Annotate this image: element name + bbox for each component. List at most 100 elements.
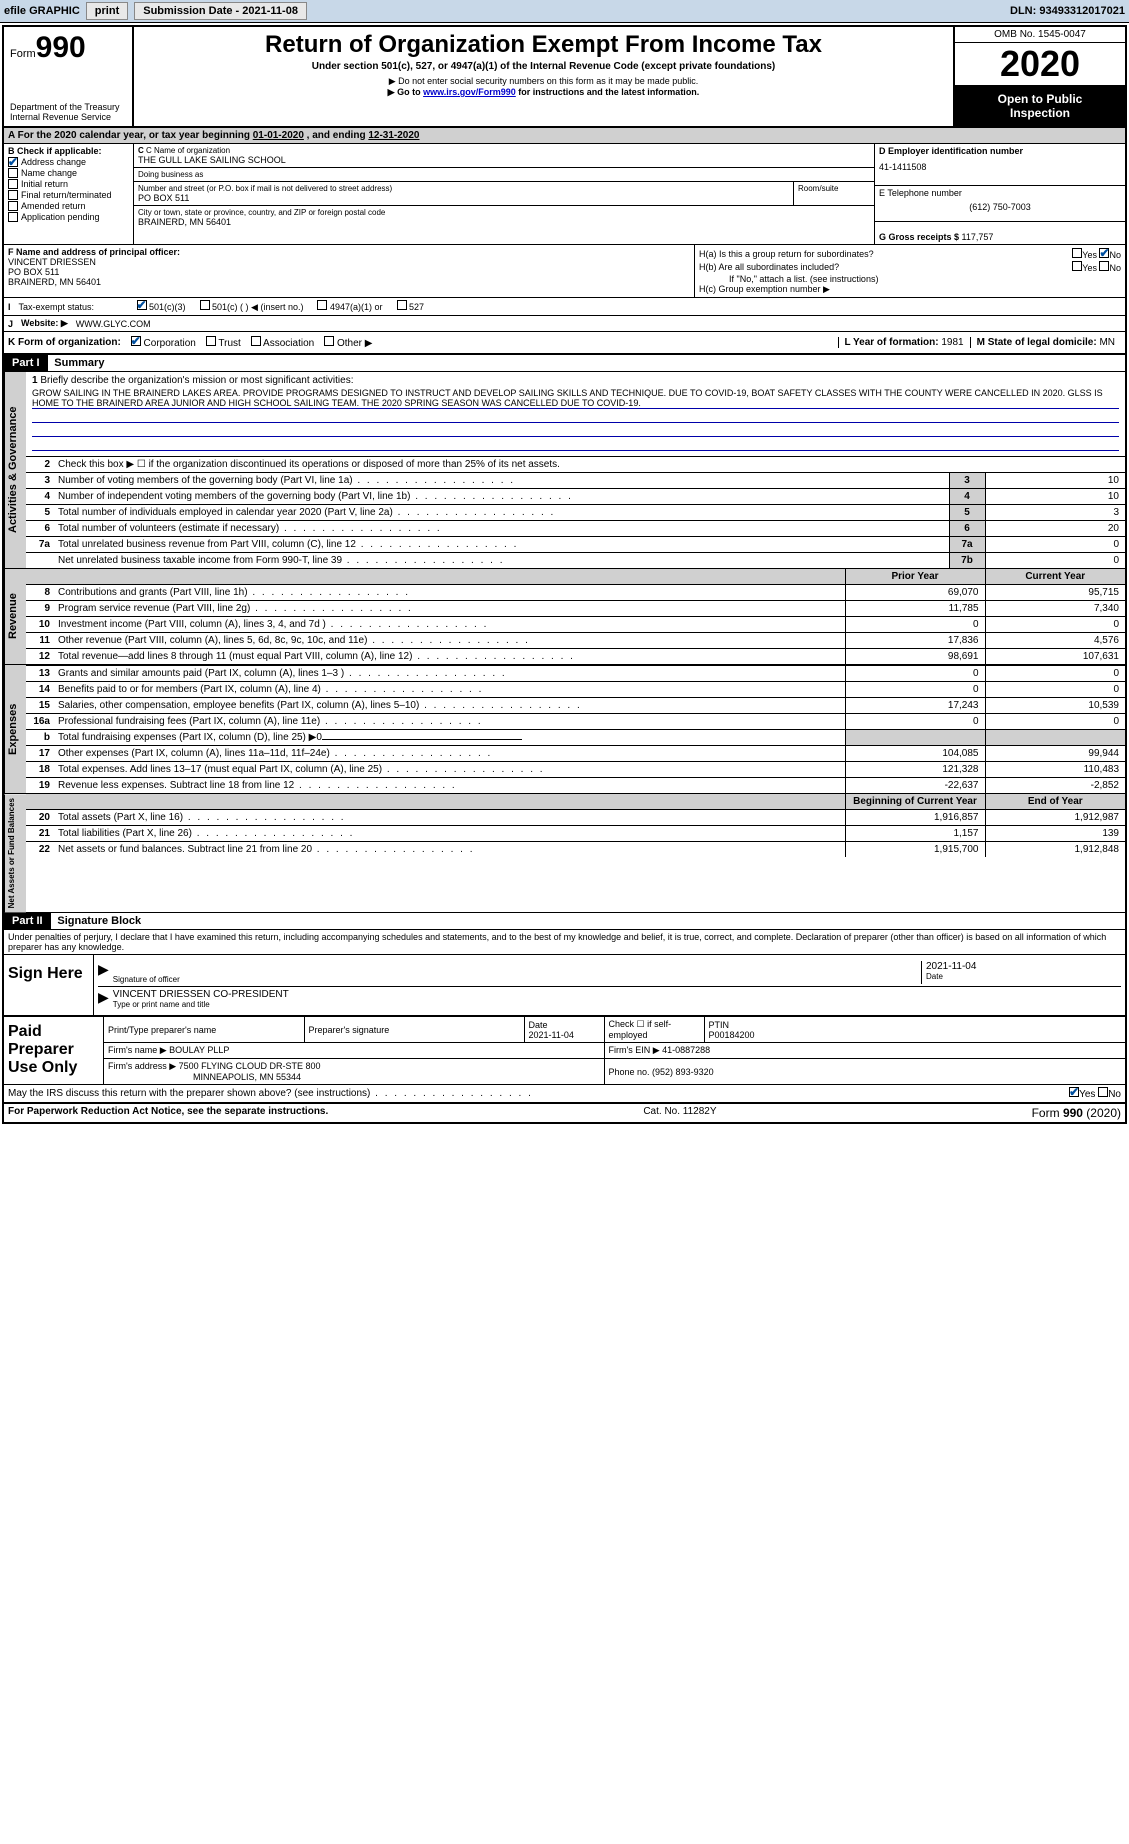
net-assets-table: Beginning of Current Year End of Year 20…: [26, 794, 1125, 857]
print-button[interactable]: print: [86, 2, 128, 20]
table-row: 22Net assets or fund balances. Subtract …: [26, 842, 1125, 858]
paid-preparer-block: Paid Preparer Use Only Print/Type prepar…: [4, 1015, 1125, 1084]
ssn-note: ▶ Do not enter social security numbers o…: [142, 76, 945, 87]
row-KLM: K Form of organization: Corporation Trus…: [4, 332, 1125, 355]
h-group: H(a) Is this a group return for subordin…: [695, 245, 1125, 297]
org-form-option[interactable]: Corporation: [131, 338, 196, 349]
may-discuss-yesno: Yes No: [1069, 1087, 1121, 1100]
vtab-expenses: Expenses: [4, 665, 26, 793]
may-discuss-row: May the IRS discuss this return with the…: [4, 1084, 1125, 1102]
table-row: 4Number of independent voting members of…: [26, 489, 1125, 505]
table-row: 8Contributions and grants (Part VIII, li…: [26, 585, 1125, 601]
g-gross-cell: G Gross receipts $ 117,757: [875, 222, 1125, 244]
efile-label: efile GRAPHIC: [4, 5, 80, 17]
table-row: 12Total revenue—add lines 8 through 11 (…: [26, 649, 1125, 665]
form-990-page: Form990 Department of the Treasury Inter…: [2, 25, 1127, 1124]
checkbox-initial-return[interactable]: Initial return: [8, 179, 129, 189]
table-row: 6Total number of volunteers (estimate if…: [26, 521, 1125, 537]
table-row: 10Investment income (Part VIII, column (…: [26, 617, 1125, 633]
f-officer: F Name and address of principal officer:…: [4, 245, 695, 297]
table-row: 14Benefits paid to or for members (Part …: [26, 682, 1125, 698]
hb-yesno: Yes No: [1072, 261, 1121, 273]
part-1-header: Part I Summary: [4, 355, 1125, 372]
sign-here-block: Sign Here ▶ Signature of officer 2021-11…: [4, 954, 1125, 1015]
row-I-tax-exempt: I Tax-exempt status: 501(c)(3) 501(c) ( …: [4, 298, 1125, 316]
net-assets-block: Net Assets or Fund Balances Beginning of…: [4, 793, 1125, 913]
checkbox-final-return-terminated[interactable]: Final return/terminated: [8, 190, 129, 200]
hc-exemption: H(c) Group exemption number ▶: [699, 284, 1121, 295]
vtab-governance: Activities & Governance: [4, 372, 26, 568]
efile-toolbar: efile GRAPHIC print Submission Date - 20…: [0, 0, 1129, 23]
org-form-option[interactable]: Other ▶: [324, 338, 372, 349]
org-form-option[interactable]: Association: [251, 338, 314, 349]
row-J-website: J Website: ▶ WWW.GLYC.COM: [4, 316, 1125, 332]
ha-yesno: Yes No: [1072, 248, 1121, 260]
table-row: 7aTotal unrelated business revenue from …: [26, 537, 1125, 553]
perjury-declaration: Under penalties of perjury, I declare th…: [4, 930, 1125, 954]
form-subtitle: Under section 501(c), 527, or 4947(a)(1)…: [142, 61, 945, 72]
table-row: 17Other expenses (Part IX, column (A), l…: [26, 746, 1125, 762]
table-row: 15Salaries, other compensation, employee…: [26, 698, 1125, 714]
e-phone-cell: E Telephone number (612) 750-7003: [875, 186, 1125, 222]
dept-treasury: Department of the Treasury Internal Reve…: [10, 102, 126, 122]
table-row: 11Other revenue (Part VIII, column (A), …: [26, 633, 1125, 649]
table-row: 13Grants and similar amounts paid (Part …: [26, 666, 1125, 682]
revenue-block: Revenue Prior Year Current Year 8Contrib…: [4, 568, 1125, 664]
section-FH: F Name and address of principal officer:…: [4, 245, 1125, 298]
section-BCD: B Check if applicable: Address changeNam…: [4, 144, 1125, 245]
table-row: 19Revenue less expenses. Subtract line 1…: [26, 778, 1125, 794]
form-number: Form990: [10, 31, 126, 65]
dln-display: DLN: 93493312017021: [1010, 5, 1125, 17]
table-row: Net unrelated business taxable income fr…: [26, 553, 1125, 569]
L-year: L Year of formation: 1981: [838, 337, 970, 348]
irs-link[interactable]: www.irs.gov/Form990: [423, 87, 516, 97]
table-row: 21Total liabilities (Part X, line 26)1,1…: [26, 826, 1125, 842]
checkbox-application-pending[interactable]: Application pending: [8, 212, 129, 222]
vtab-revenue: Revenue: [4, 569, 26, 664]
c-dba-cell: Doing business as: [134, 168, 874, 182]
checkbox-address-change[interactable]: Address change: [8, 157, 129, 167]
table-row: 20Total assets (Part X, line 16)1,916,85…: [26, 810, 1125, 826]
col-DEG: D Employer identification number 41-1411…: [875, 144, 1125, 244]
governance-table: 2Check this box ▶ ☐ if the organization …: [26, 456, 1125, 568]
revenue-table: Prior Year Current Year 8Contributions a…: [26, 569, 1125, 664]
tax-exempt-option[interactable]: 527: [397, 302, 425, 312]
c-name-cell: C C Name of organization THE GULL LAKE S…: [134, 144, 874, 168]
tax-year: 2020: [955, 43, 1125, 86]
arrow-icon: ▶: [98, 961, 109, 984]
c-street-cell: Number and street (or P.O. box if mail i…: [134, 182, 874, 206]
tax-exempt-option[interactable]: 501(c) ( ) ◀ (insert no.): [200, 302, 304, 312]
open-to-public-badge: Open to Public Inspection: [955, 86, 1125, 126]
page-footer: For Paperwork Reduction Act Notice, see …: [4, 1102, 1125, 1122]
activities-governance-block: Activities & Governance 1 Briefly descri…: [4, 372, 1125, 568]
tax-exempt-option[interactable]: 4947(a)(1) or: [317, 302, 382, 312]
instructions-link-line: ▶ Go to www.irs.gov/Form990 for instruct…: [142, 87, 945, 98]
form-page-ref: Form 990 (2020): [1032, 1106, 1121, 1120]
table-row: 9Program service revenue (Part VIII, lin…: [26, 601, 1125, 617]
tax-exempt-option[interactable]: 501(c)(3): [137, 302, 186, 312]
expenses-block: Expenses 13Grants and similar amounts pa…: [4, 664, 1125, 793]
col-B-checkboxes: B Check if applicable: Address changeNam…: [4, 144, 134, 244]
table-row: 18Total expenses. Add lines 13–17 (must …: [26, 762, 1125, 778]
omb-number: OMB No. 1545-0047: [955, 27, 1125, 43]
vtab-net-assets: Net Assets or Fund Balances: [4, 794, 26, 912]
expenses-table: 13Grants and similar amounts paid (Part …: [26, 665, 1125, 793]
submission-date-display: Submission Date - 2021-11-08: [134, 2, 307, 20]
arrow-icon: ▶: [98, 989, 109, 1009]
c-city-cell: City or town, state or province, country…: [134, 206, 874, 229]
checkbox-amended-return[interactable]: Amended return: [8, 201, 129, 211]
M-state: M State of legal domicile: MN: [970, 337, 1121, 348]
table-row: 5Total number of individuals employed in…: [26, 505, 1125, 521]
table-row: 16aProfessional fundraising fees (Part I…: [26, 714, 1125, 730]
d-ein-cell: D Employer identification number 41-1411…: [875, 144, 1125, 186]
part-2-header: Part II Signature Block: [4, 913, 1125, 930]
form-title: Return of Organization Exempt From Incom…: [142, 31, 945, 59]
table-row: 3Number of voting members of the governi…: [26, 473, 1125, 489]
checkbox-name-change[interactable]: Name change: [8, 168, 129, 178]
col-C-org-info: C C Name of organization THE GULL LAKE S…: [134, 144, 875, 244]
form-header: Form990 Department of the Treasury Inter…: [4, 27, 1125, 128]
table-row: bTotal fundraising expenses (Part IX, co…: [26, 730, 1125, 746]
row-A-tax-year: A For the 2020 calendar year, or tax yea…: [4, 128, 1125, 144]
org-form-option[interactable]: Trust: [206, 338, 241, 349]
line-1-mission: 1 Briefly describe the organization's mi…: [26, 372, 1125, 456]
